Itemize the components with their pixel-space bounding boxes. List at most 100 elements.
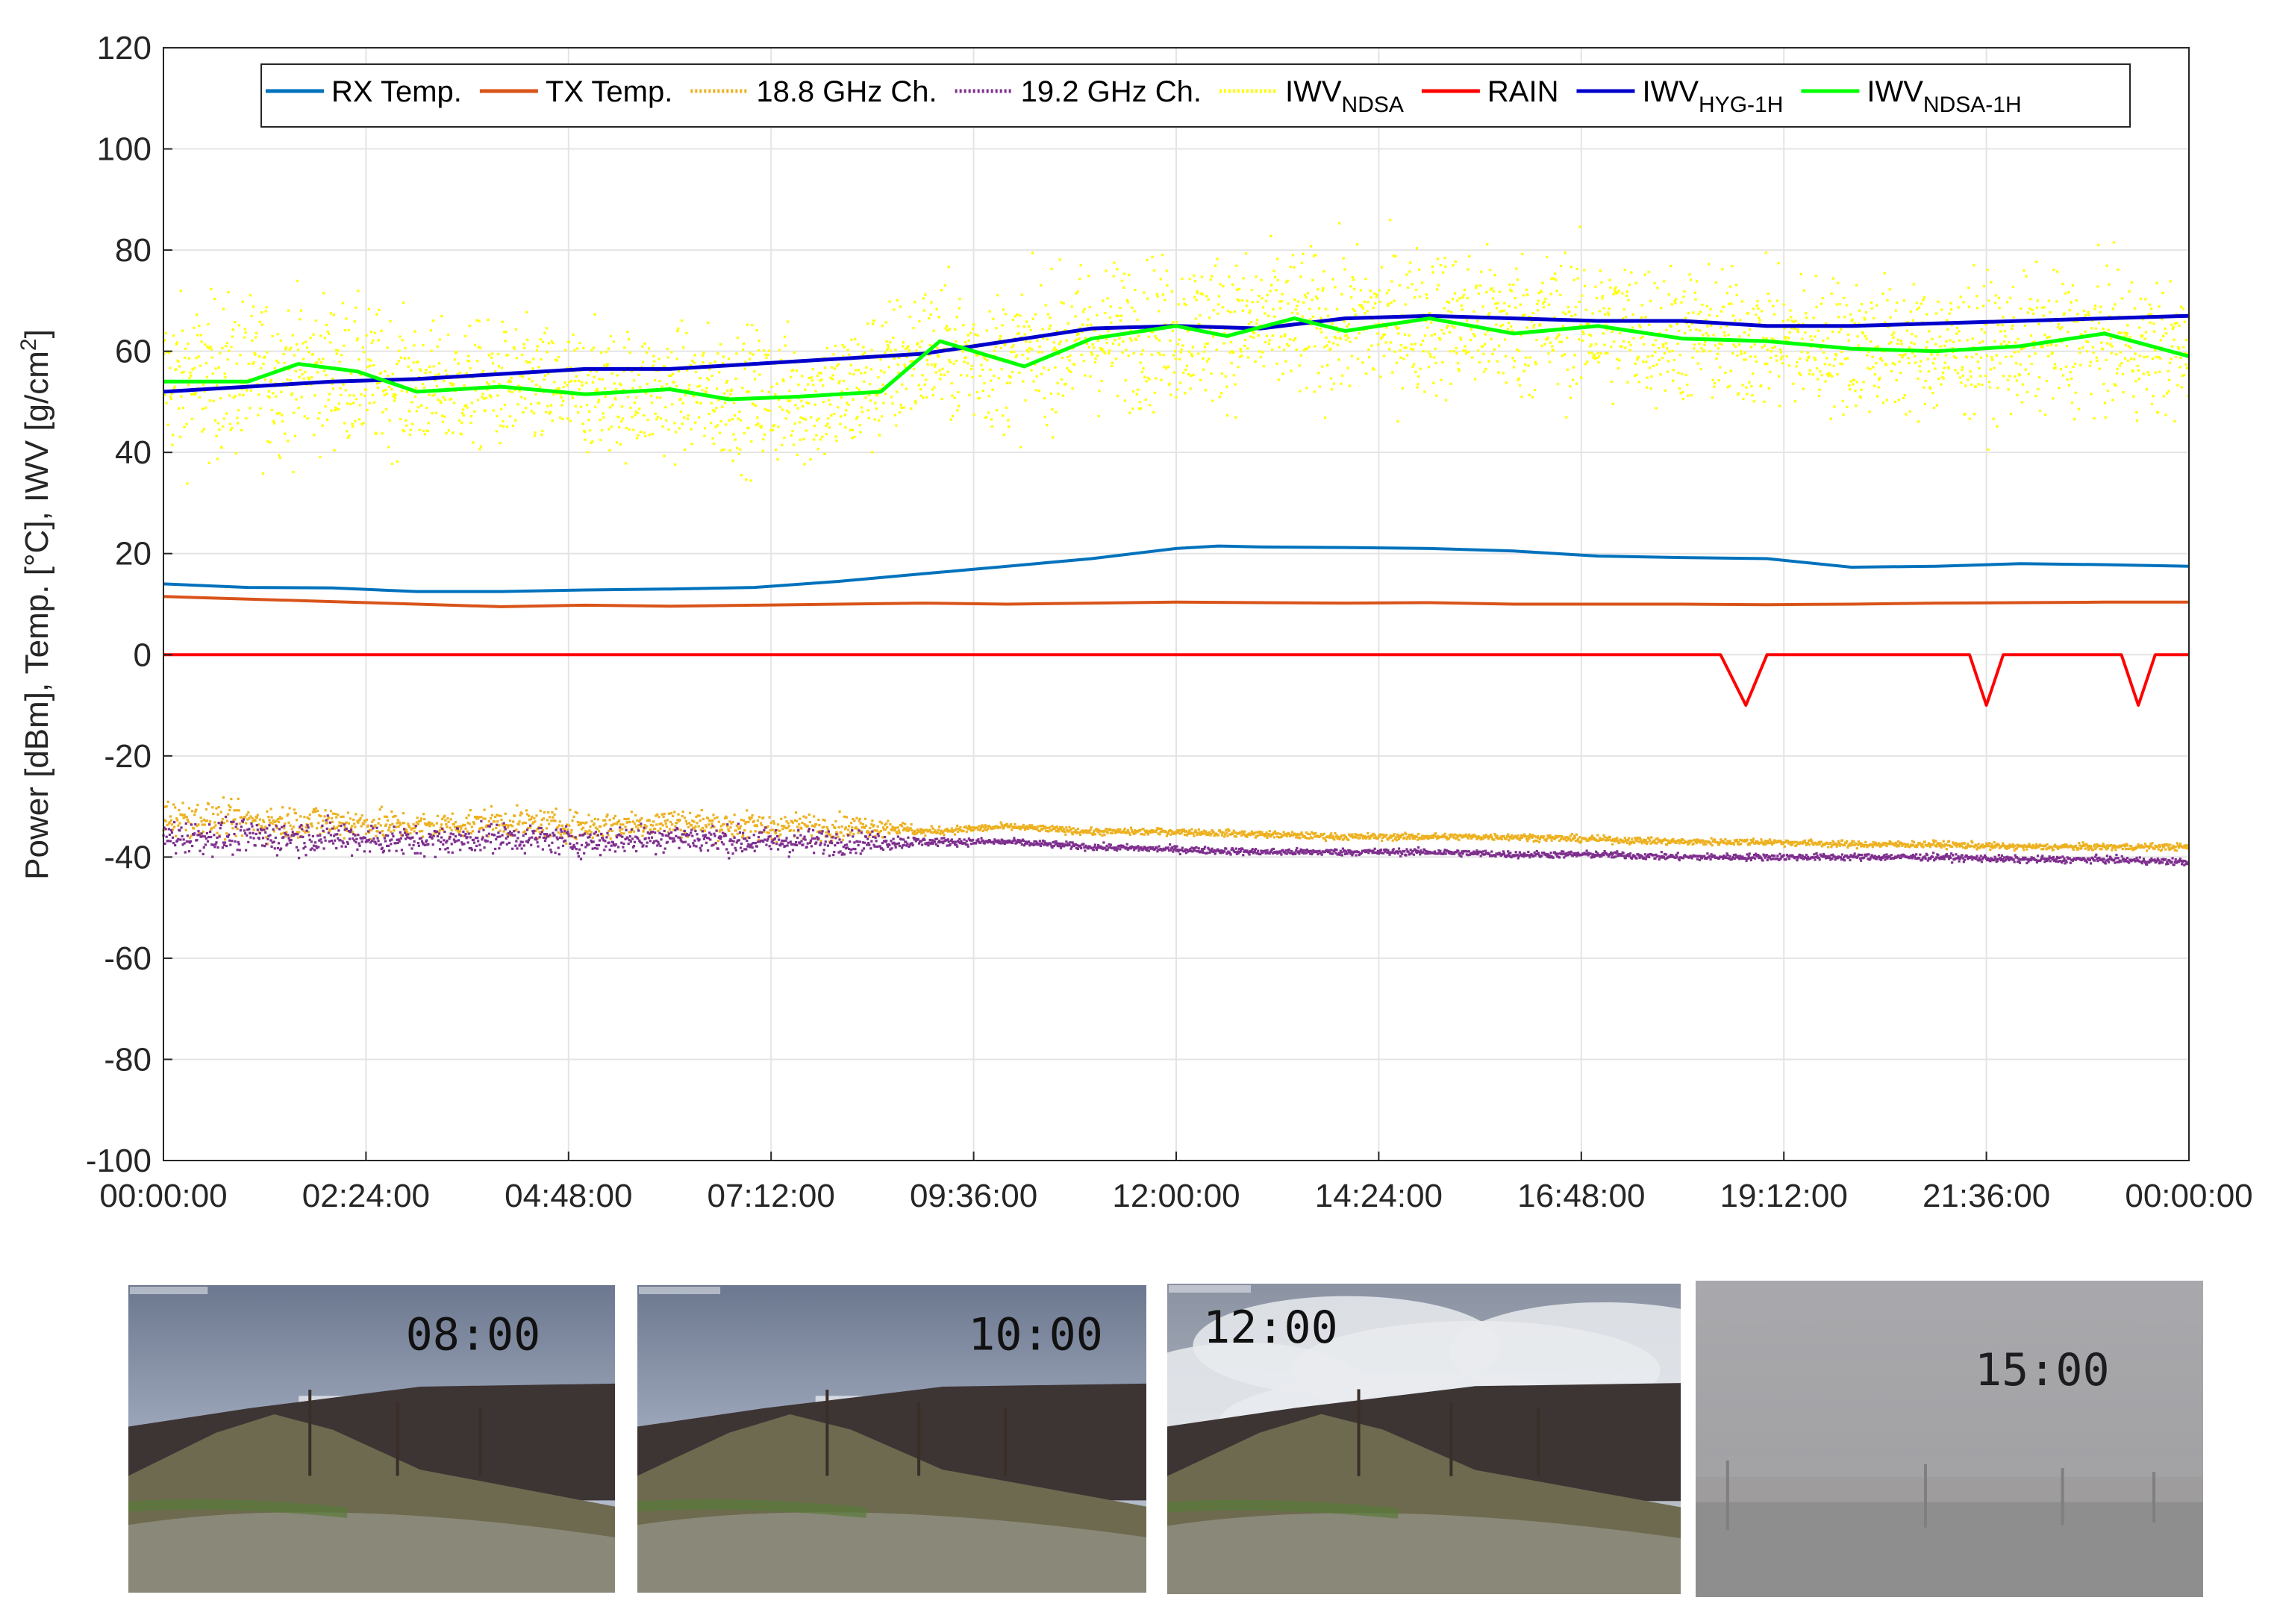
scatter-point bbox=[943, 833, 946, 837]
scatter-point bbox=[1056, 381, 1059, 384]
scatter-point bbox=[842, 834, 845, 837]
scatter-point bbox=[685, 331, 688, 335]
scatter-point bbox=[1562, 311, 1565, 314]
scatter-point bbox=[237, 809, 240, 812]
scatter-point bbox=[1614, 286, 1617, 289]
scatter-point bbox=[792, 369, 795, 372]
scatter-point bbox=[821, 826, 824, 829]
scatter-point bbox=[2165, 392, 2169, 395]
scatter-point bbox=[1042, 825, 1046, 828]
scatter-point bbox=[1005, 406, 1008, 409]
scatter-point bbox=[538, 402, 541, 405]
scatter-point bbox=[1489, 269, 1492, 272]
scatter-point bbox=[1811, 338, 1814, 342]
scatter-point bbox=[1247, 322, 1250, 325]
scatter-point bbox=[1062, 302, 1065, 304]
scatter-point bbox=[377, 339, 380, 342]
scatter-point bbox=[605, 822, 608, 825]
scatter-point bbox=[440, 823, 443, 826]
scatter-point bbox=[2128, 290, 2131, 293]
scatter-point bbox=[637, 434, 640, 437]
scatter-point bbox=[822, 384, 825, 387]
scatter-point bbox=[1573, 354, 1576, 357]
scatter-point bbox=[658, 822, 661, 825]
scatter-point bbox=[490, 805, 493, 808]
scatter-point bbox=[245, 822, 248, 825]
scatter-point bbox=[1205, 830, 1208, 833]
scatter-point bbox=[1720, 343, 1723, 346]
scatter-point bbox=[721, 823, 725, 826]
scatter-point bbox=[1084, 829, 1087, 832]
scatter-point bbox=[564, 831, 567, 835]
scatter-point bbox=[458, 419, 461, 422]
scatter-point bbox=[322, 819, 325, 822]
scatter-point bbox=[346, 436, 350, 440]
scatter-point bbox=[999, 826, 1002, 829]
scatter-point bbox=[708, 412, 710, 416]
scatter-point bbox=[214, 367, 217, 370]
scatter-point bbox=[1552, 277, 1555, 280]
scatter-point bbox=[2094, 327, 2098, 330]
scatter-point bbox=[1249, 309, 1252, 312]
scatter-point bbox=[440, 401, 443, 405]
scatter-point bbox=[210, 348, 213, 351]
scatter-point bbox=[472, 821, 475, 824]
scatter-point bbox=[1197, 828, 1200, 831]
scatter-point bbox=[787, 411, 790, 414]
scatter-point bbox=[2152, 395, 2155, 398]
scatter-point bbox=[1782, 303, 1785, 306]
scatter-point bbox=[1156, 295, 1159, 298]
scatter-point bbox=[1719, 366, 1722, 369]
scatter-point bbox=[1602, 332, 1605, 335]
scatter-point bbox=[1117, 343, 1120, 346]
scatter-point bbox=[1870, 301, 1873, 304]
scatter-point bbox=[954, 828, 958, 831]
scatter-point bbox=[888, 832, 891, 835]
scatter-point bbox=[1861, 332, 1864, 335]
scatter-point bbox=[1778, 405, 1781, 407]
scatter-point bbox=[1750, 385, 1753, 388]
scatter-point bbox=[346, 829, 349, 833]
scatter-point bbox=[385, 393, 388, 396]
scatter-point bbox=[671, 372, 675, 375]
scatter-point bbox=[881, 383, 884, 386]
scatter-point bbox=[896, 363, 899, 366]
scatter-point bbox=[1093, 833, 1097, 836]
scatter-point bbox=[1928, 386, 1931, 389]
scatter-point bbox=[1742, 397, 1745, 401]
scatter-point bbox=[292, 470, 295, 474]
scatter-point bbox=[1169, 339, 1172, 343]
scatter-point bbox=[304, 826, 307, 829]
scatter-point bbox=[648, 434, 651, 437]
scatter-point bbox=[666, 819, 669, 822]
scatter-point bbox=[1693, 343, 1696, 346]
scatter-point bbox=[1228, 829, 1231, 832]
scatter-point bbox=[424, 372, 427, 375]
scatter-point bbox=[714, 425, 717, 428]
scatter-point bbox=[505, 823, 507, 827]
scatter-point bbox=[1857, 344, 1860, 347]
scatter-point bbox=[1143, 375, 1146, 378]
scatter-point bbox=[1193, 296, 1196, 299]
scatter-point bbox=[724, 402, 727, 405]
scatter-point bbox=[1066, 322, 1070, 325]
scatter-point bbox=[328, 393, 331, 396]
scatter-point bbox=[1104, 829, 1107, 832]
scatter-point bbox=[1124, 379, 1127, 382]
scatter-point bbox=[1396, 327, 1399, 330]
scatter-point bbox=[304, 831, 307, 834]
scatter-point bbox=[845, 402, 849, 405]
scatter-point bbox=[1605, 328, 1608, 331]
scatter-point bbox=[828, 403, 831, 406]
scatter-point bbox=[548, 822, 551, 825]
scatter-point bbox=[1697, 313, 1700, 316]
scatter-point bbox=[902, 822, 905, 825]
scatter-point bbox=[276, 333, 279, 336]
scatter-point bbox=[1128, 411, 1131, 414]
scatter-point bbox=[1068, 359, 1071, 362]
scatter-point bbox=[442, 396, 445, 399]
scatter-point bbox=[1047, 830, 1050, 833]
scatter-point bbox=[1190, 355, 1194, 357]
scatter-point bbox=[1133, 310, 1136, 313]
scatter-point bbox=[960, 374, 963, 377]
